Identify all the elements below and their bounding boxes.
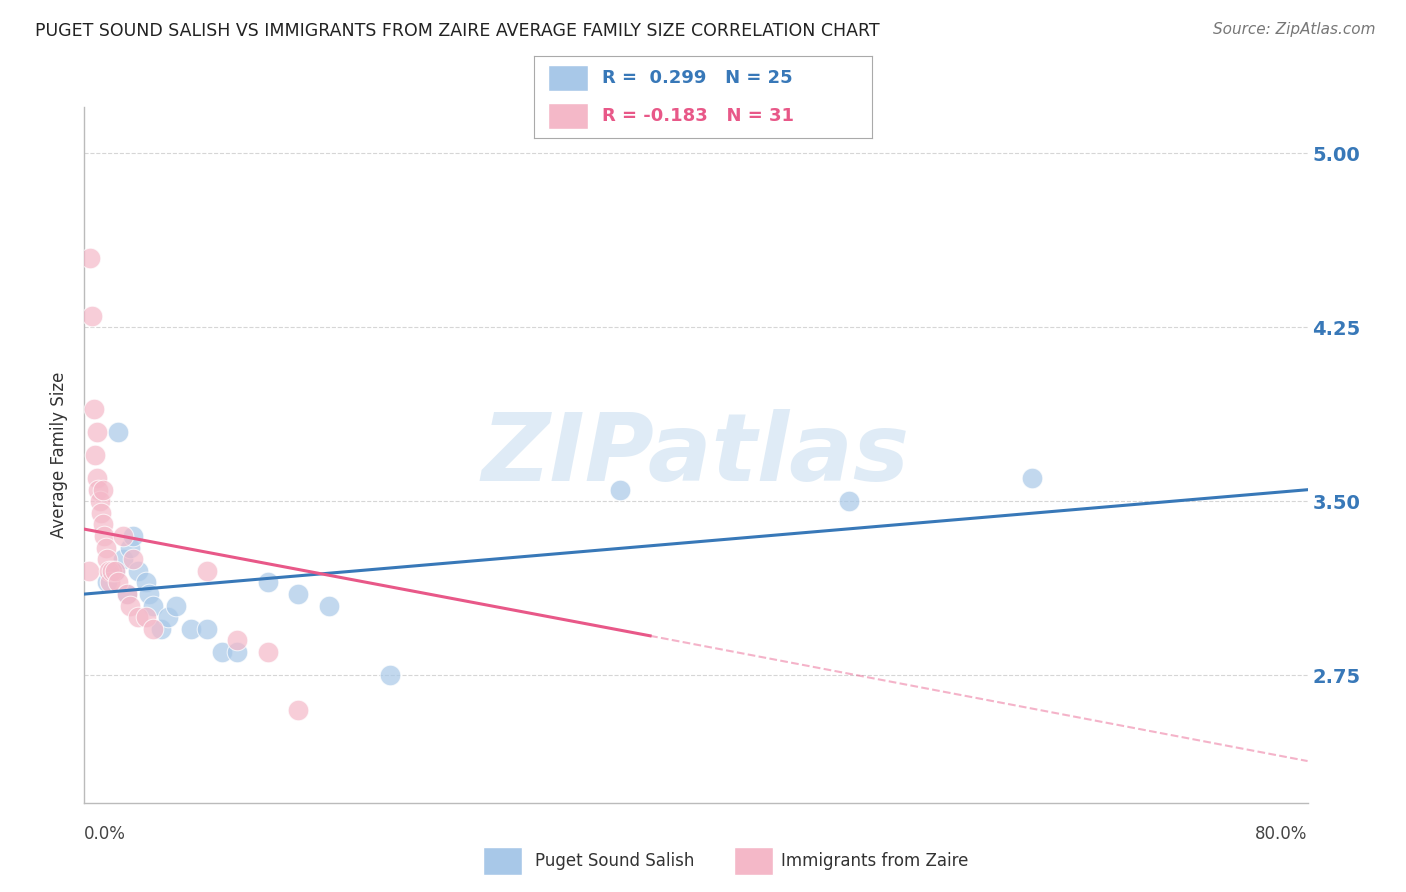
Point [180, 622, 202, 636]
Point [120, 599, 142, 613]
Point [101, 564, 124, 578]
Point [127, 564, 149, 578]
Point [380, 668, 402, 682]
Point [142, 622, 165, 636]
Point [135, 610, 157, 624]
Text: 80.0%: 80.0% [1256, 825, 1308, 843]
Text: 0.0%: 0.0% [84, 825, 127, 843]
Point [91, 517, 114, 532]
Point [138, 587, 160, 601]
Point [89, 494, 111, 508]
Point [84, 448, 107, 462]
Point [226, 645, 249, 659]
Point [149, 622, 172, 636]
Point [142, 599, 165, 613]
Point [111, 529, 134, 543]
Text: Puget Sound Salish: Puget Sound Salish [534, 852, 695, 871]
Point [80, 309, 103, 323]
Point [107, 575, 129, 590]
Point [97, 564, 120, 578]
Bar [548, 65, 588, 92]
Point [86, 425, 108, 439]
Point [98, 575, 121, 590]
Y-axis label: Average Family Size: Average Family Size [51, 372, 69, 538]
Point [120, 541, 142, 555]
Point [79, 251, 101, 265]
Point [135, 575, 157, 590]
Bar [484, 847, 523, 875]
Point [122, 529, 145, 543]
Text: R = -0.183   N = 31: R = -0.183 N = 31 [602, 107, 794, 125]
Point [195, 564, 218, 578]
Point [115, 587, 138, 601]
Point [96, 575, 118, 590]
Point [318, 599, 340, 613]
Point [111, 552, 134, 566]
Point [195, 622, 218, 636]
Text: Immigrants from Zaire: Immigrants from Zaire [780, 852, 969, 871]
Point [77, 564, 100, 578]
Text: PUGET SOUND SALISH VS IMMIGRANTS FROM ZAIRE AVERAGE FAMILY SIZE CORRELATION CHAR: PUGET SOUND SALISH VS IMMIGRANTS FROM ZA… [35, 22, 880, 40]
Point [838, 494, 860, 508]
Point [93, 529, 115, 543]
Point [287, 587, 309, 601]
Point [211, 645, 233, 659]
Point [115, 587, 138, 601]
Point [287, 703, 309, 717]
Point [122, 552, 145, 566]
Point [90, 506, 112, 520]
Text: R =  0.299   N = 25: R = 0.299 N = 25 [602, 70, 793, 87]
Point [91, 483, 114, 497]
Point [104, 564, 127, 578]
Point [609, 483, 631, 497]
Point [87, 483, 110, 497]
Point [157, 610, 180, 624]
Bar [548, 103, 588, 129]
Point [257, 645, 280, 659]
Point [96, 552, 118, 566]
Text: ZIPatlas: ZIPatlas [482, 409, 910, 501]
Point [127, 610, 149, 624]
Point [83, 401, 105, 416]
Text: Source: ZipAtlas.com: Source: ZipAtlas.com [1212, 22, 1375, 37]
Point [104, 564, 127, 578]
Point [165, 599, 187, 613]
Bar [734, 847, 773, 875]
Point [86, 471, 108, 485]
Point [226, 633, 249, 648]
Point [257, 575, 280, 590]
Point [107, 425, 129, 439]
Point [1021, 471, 1043, 485]
Point [94, 541, 117, 555]
